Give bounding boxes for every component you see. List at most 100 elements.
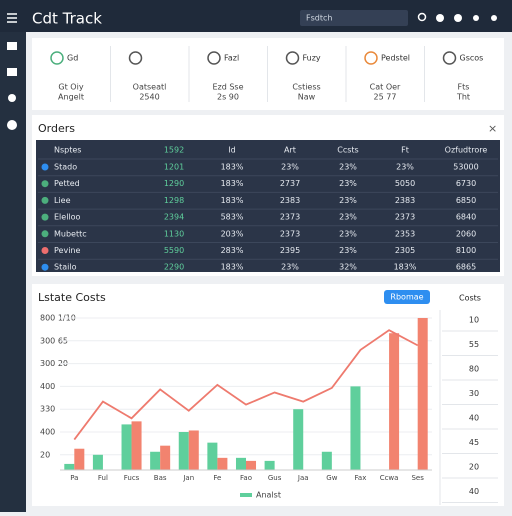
x-tick-label: Gw (326, 474, 337, 482)
bar (217, 457, 228, 470)
cell: 6840 (456, 213, 476, 222)
bar (235, 457, 246, 470)
card-line1: Cstiess (292, 83, 320, 92)
row-dot (41, 196, 49, 204)
cell: 5050 (395, 179, 415, 188)
cell: 2373 (280, 213, 300, 222)
close-button[interactable]: × (488, 122, 497, 135)
cell: 203% (221, 229, 244, 238)
cell: 1201 (164, 163, 184, 172)
x-tick-label: Fe (213, 474, 221, 482)
sidebar-icons[interactable] (7, 42, 17, 130)
cell: 583% (221, 213, 244, 222)
cell: 32% (339, 263, 357, 272)
cell: 6865 (456, 263, 476, 272)
menu-icon[interactable] (7, 13, 17, 23)
cell: Mubettc (54, 229, 87, 238)
x-tick-label: Fax (355, 474, 367, 482)
cell: 2383 (280, 196, 300, 205)
bar (64, 463, 75, 470)
cell: 2373 (395, 213, 415, 222)
cell: 6730 (456, 179, 476, 188)
cell: 2394 (164, 213, 184, 222)
bar (389, 333, 400, 470)
x-tick-label: Gus (268, 474, 282, 482)
cell: 23% (396, 163, 414, 172)
cell: 2395 (280, 246, 300, 255)
bar (350, 386, 361, 470)
card-label: Gd (67, 54, 78, 63)
column-header: Ccsts (337, 146, 358, 155)
x-tick-label: Fao (240, 474, 252, 482)
card-line2: Naw (298, 93, 316, 102)
y-tick-label: 20 (40, 450, 50, 459)
cell: 53000 (453, 163, 478, 172)
costs-title: Lstate Costs (38, 291, 106, 304)
card-line1: Oatseatl (133, 83, 167, 92)
y-tick-label: 300 20 (40, 359, 68, 368)
cell: 183% (221, 179, 244, 188)
cell: 23% (339, 213, 357, 222)
side-value: 55 (469, 340, 479, 349)
side-value: 80 (469, 365, 479, 374)
bar (160, 445, 171, 470)
cell: 2305 (395, 246, 415, 255)
bar (417, 318, 428, 470)
cell: 23% (339, 163, 357, 172)
cell: Stado (54, 163, 77, 172)
row-dot (41, 213, 49, 221)
x-tick-label: Pa (70, 474, 78, 482)
bar (246, 460, 257, 470)
side-title: Costs (459, 294, 481, 303)
search-box[interactable] (300, 10, 408, 26)
column-header: Id (228, 146, 235, 155)
cell: 2353 (395, 229, 415, 238)
cell: Liee (54, 196, 71, 205)
bar (293, 409, 304, 470)
card-line1: Cat Oer (370, 83, 401, 92)
row-dot (41, 263, 49, 271)
cell: 23% (281, 163, 299, 172)
legend-swatch (240, 493, 252, 497)
cell: 1130 (164, 229, 184, 238)
card-icon (364, 51, 378, 65)
card-line2: 2s 90 (217, 93, 239, 102)
y-tick-label: 800 1/10 (40, 314, 76, 323)
y-tick-label: 400 (40, 382, 55, 391)
row-dot (41, 163, 49, 171)
bar (92, 454, 103, 470)
cell: 283% (221, 246, 244, 255)
x-tick-label: Jan (182, 474, 194, 482)
sidebar (0, 32, 26, 512)
card-line1: Gt Oiy (58, 83, 83, 92)
card-icon (207, 51, 221, 65)
x-tick-label: Jaa (297, 474, 309, 482)
side-value: 10 (469, 316, 479, 325)
costs-button[interactable] (384, 290, 430, 304)
top-bar (0, 0, 512, 32)
y-tick-label: 300 65 (40, 336, 68, 345)
bar (321, 451, 332, 470)
column-header: Nsptes (54, 146, 81, 155)
column-header: 1592 (164, 146, 184, 155)
x-tick-label: Ful (98, 474, 108, 482)
toolbar-icons[interactable] (417, 12, 498, 23)
cell: 2373 (280, 229, 300, 238)
legend-label: Analst (256, 491, 281, 500)
search-text: Fsdtch (306, 14, 332, 23)
cell: 183% (394, 263, 417, 272)
cell: 23% (339, 246, 357, 255)
x-tick-label: Bas (154, 474, 167, 482)
bar (178, 432, 189, 470)
bar (121, 424, 132, 470)
column-header: Ozfudtrore (445, 146, 488, 155)
cell: 183% (221, 163, 244, 172)
column-header: Ft (401, 146, 409, 155)
card-label: Pedstel (381, 54, 410, 63)
cell: 2383 (395, 196, 415, 205)
bar (131, 421, 142, 470)
card-line1: Ezd Sse (212, 83, 243, 92)
bar (207, 442, 218, 470)
cell: 2290 (164, 263, 184, 272)
